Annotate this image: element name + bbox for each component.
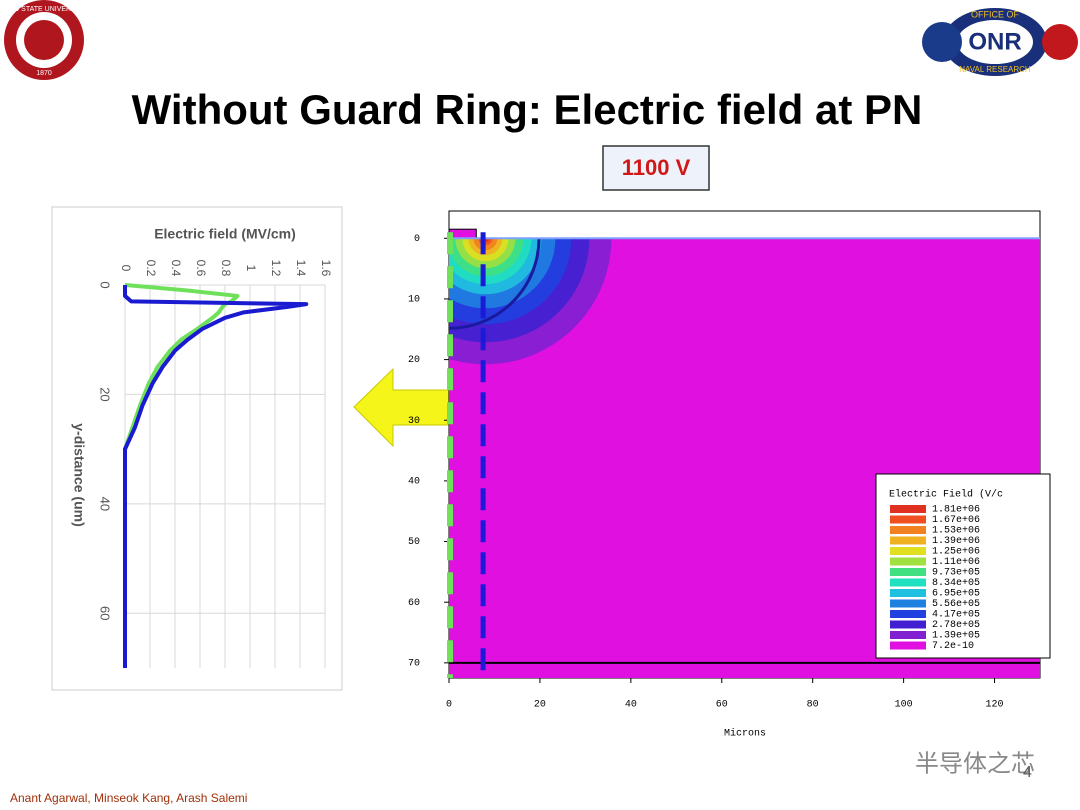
x-tick-label: 20	[534, 700, 546, 711]
legend-swatch	[890, 568, 926, 576]
watermark: 半导体之芯	[915, 750, 1035, 777]
legend-swatch	[890, 557, 926, 566]
onr-center: ONR	[968, 28, 1021, 55]
legend-label: 2.78e+05	[932, 620, 980, 631]
legend-label: 5.56e+05	[932, 599, 980, 610]
y-tick-label: 30	[408, 416, 420, 427]
slide-title: Without Guard Ring: Electric field at PN	[132, 86, 923, 133]
y-tick-label: 0.6	[194, 260, 208, 277]
y-tick-label: 10	[408, 295, 420, 306]
x-tick-label: 40	[98, 497, 113, 511]
legend-swatch	[890, 547, 926, 555]
legend-title: Electric Field (V/c	[889, 489, 1003, 501]
x-tick-label: 0	[446, 700, 452, 711]
y-tick-label: 0	[414, 234, 420, 245]
x-tick-label: 100	[895, 700, 913, 711]
data-line	[123, 285, 309, 668]
legend-swatch	[890, 641, 926, 650]
onr-bottom: NAVAL RESEARCH	[959, 65, 1031, 74]
y-tick-label: 0.4	[169, 260, 183, 277]
legend-label: 1.53e+06	[932, 526, 980, 537]
y-tick-label: 0.8	[219, 260, 233, 277]
legend-swatch	[890, 631, 926, 639]
voltage-label: 1100 V	[622, 155, 691, 180]
legend-label: 1.11e+06	[932, 557, 980, 568]
legend-swatch	[890, 578, 926, 587]
arrow	[353, 367, 450, 448]
seal-year: 1870	[36, 70, 52, 77]
x-axis-title: Microns	[724, 728, 766, 740]
y-tick-label: 1.6	[319, 260, 333, 277]
legend-swatch	[890, 610, 926, 618]
legend-label: 1.81e+06	[932, 505, 980, 516]
footer: Anant Agarwal, Minseok Kang, Arash Salem…	[10, 791, 247, 805]
osu-seal: OHIO STATE UNIVERSITY 1870	[1, 0, 87, 80]
y-tick-label: 1.2	[269, 260, 283, 277]
y-tick-label: 40	[408, 477, 420, 488]
x-tick-label: 60	[98, 606, 113, 620]
x-tick-label: 20	[98, 387, 113, 401]
legend-label: 1.39e+06	[932, 536, 980, 547]
voltage-box	[602, 145, 710, 191]
y-tick-label: 60	[408, 598, 420, 609]
legend-swatch	[890, 536, 926, 545]
legend-label: 6.95e+05	[932, 589, 980, 600]
legend-label: 1.39e+05	[932, 631, 980, 642]
legend-swatch	[890, 526, 926, 534]
profile-chart: 0 0.2 0.4 0.6 0.8 1 1.2 1.4 1.6 0 20 40 60 Electric f…	[71, 226, 333, 668]
y-axis-title: Electric field (MV/cm)	[154, 226, 296, 242]
legend-label: 8.34e+05	[932, 578, 980, 589]
legend-label: 1.25e+06	[932, 547, 980, 558]
y-tick-label: 1	[244, 265, 258, 272]
legend-swatch	[890, 620, 926, 629]
legend-label: 4.17e+05	[932, 610, 980, 621]
x-tick-label: 0	[98, 281, 113, 288]
legend-swatch	[890, 599, 926, 608]
onr-top: OFFICE OF	[971, 9, 1019, 19]
legend-swatch	[890, 589, 926, 597]
x-tick-label: 40	[625, 700, 637, 711]
y-tick-label: 50	[408, 537, 420, 548]
x-tick-label: 80	[807, 700, 819, 711]
legend-label: 7.2e-10	[932, 641, 974, 652]
y-tick-label: 20	[408, 355, 420, 366]
y-tick-label: 1.4	[294, 260, 308, 277]
page-number: 4	[1023, 764, 1032, 781]
legend-swatch	[890, 515, 926, 524]
y-tick-label: 70	[408, 658, 420, 669]
legend-label: 9.73e+05	[932, 568, 980, 579]
p-region	[448, 228, 477, 239]
onr-logo: OFFICE OF ONR NAVAL RESEARCH	[922, 8, 1078, 76]
contour-chart: 0 10 20 30 40 50 60 70 0 20 40 60 80 100 120 Microns Ele…	[408, 228, 1051, 740]
legend-swatch	[890, 505, 926, 513]
x-axis-title: y-distance (um)	[71, 423, 87, 526]
x-tick-label: 120	[986, 700, 1004, 711]
legend-label: 1.67e+06	[932, 515, 980, 526]
y-tick-label: 0.2	[144, 260, 158, 277]
seal-text: OHIO STATE UNIVERSITY	[1, 6, 87, 13]
y-tick-label: 0	[119, 265, 133, 272]
x-tick-label: 60	[716, 700, 728, 711]
